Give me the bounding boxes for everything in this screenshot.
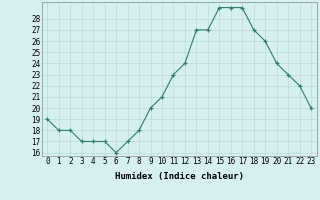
X-axis label: Humidex (Indice chaleur): Humidex (Indice chaleur) bbox=[115, 172, 244, 181]
